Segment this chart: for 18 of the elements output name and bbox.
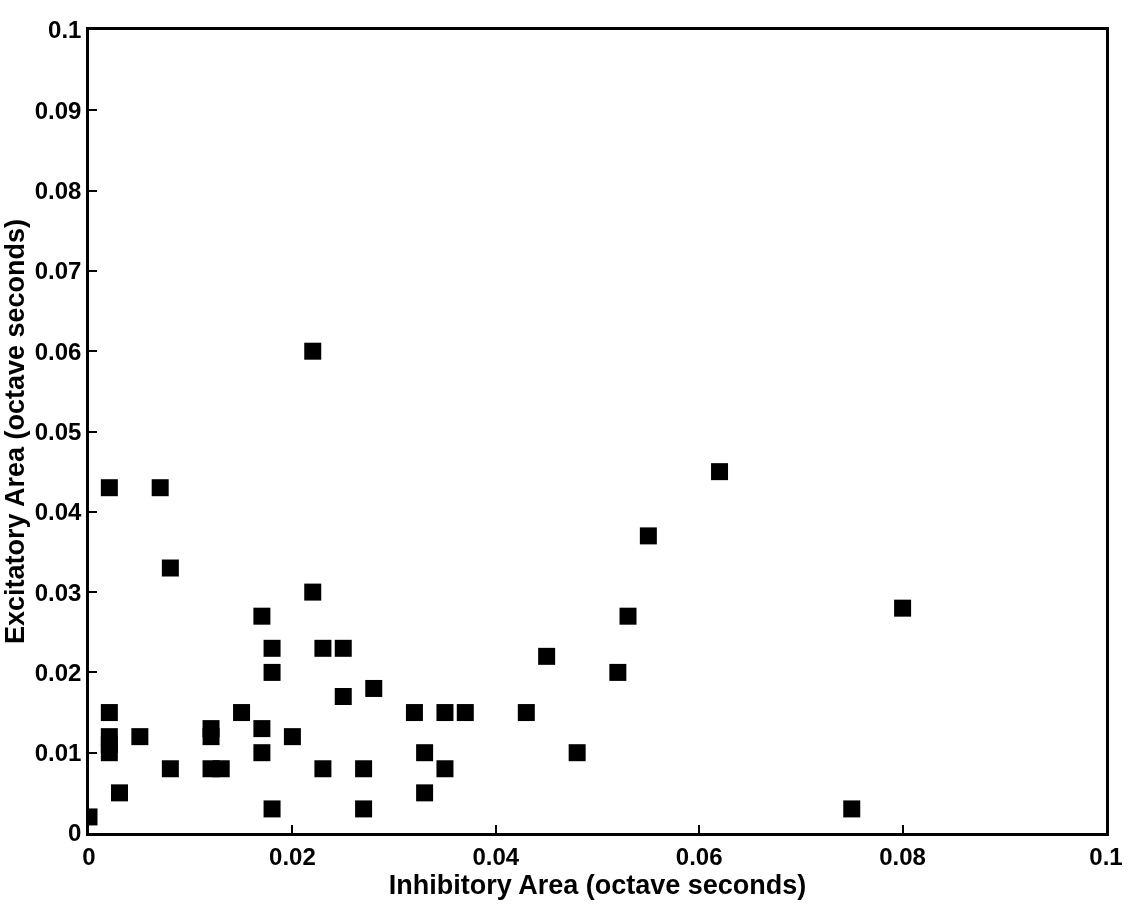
x-tick-label: 0.08 <box>879 842 926 870</box>
y-tick-label: 0.04 <box>34 498 83 526</box>
y-tick-label: 0.03 <box>34 578 82 606</box>
y-tick-label: 0.08 <box>34 177 82 204</box>
y-tick-label: 0.01 <box>34 739 82 767</box>
x-tick-label: 0.06 <box>675 842 723 870</box>
y-tick-label: 0.09 <box>34 96 82 124</box>
x-tick-label: 0.1 <box>1089 842 1123 870</box>
x-axis-title: Inhibitory Area (octave seconds) <box>388 869 807 900</box>
y-tick-label: 0.02 <box>34 658 82 686</box>
y-tick-label: 0.06 <box>34 337 82 365</box>
x-tick-label: 0.02 <box>269 842 316 870</box>
y-tick-label: 0.1 <box>48 16 82 44</box>
x-tick-label: 0.04 <box>472 842 520 870</box>
y-tick-label: 0 <box>68 819 82 847</box>
y-tick-label: 0.05 <box>34 417 82 445</box>
y-axis-title: Excitatory Area (octave seconds) <box>0 218 30 645</box>
y-tick-label: 0.07 <box>34 257 82 285</box>
